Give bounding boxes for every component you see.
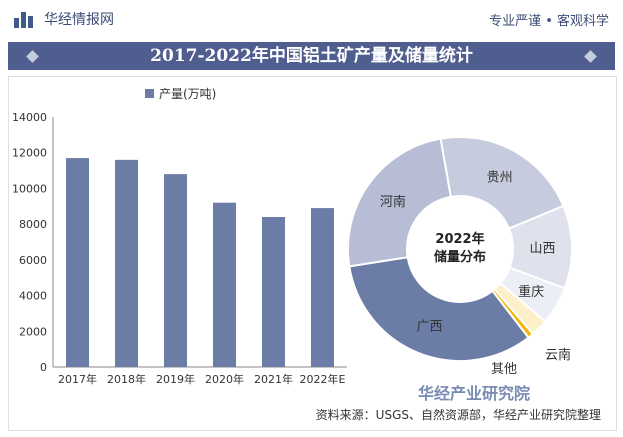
- x-tick-label: 2017年: [58, 372, 97, 386]
- legend-swatch: [145, 89, 154, 98]
- x-tick-label: 2022年E: [300, 372, 346, 386]
- legend-label: 产量(万吨): [159, 87, 216, 101]
- pie-label: 河南: [380, 194, 406, 210]
- bar: [311, 208, 334, 367]
- brand-logo-icon: [14, 10, 36, 28]
- y-tick-label: 2000: [19, 325, 47, 338]
- chart-title: 2017-2022年中国铝土矿产量及储量统计: [150, 46, 473, 66]
- pie-label: 其他: [491, 362, 517, 377]
- x-tick-label: 2020年: [205, 372, 244, 386]
- y-tick-label: 0: [40, 361, 47, 374]
- bar-chart: 产量(万吨) 0 2000 4000 6000 8000 10000 12000 14000 20…: [12, 87, 347, 386]
- x-tick-label: 2018年: [107, 372, 146, 386]
- brand: 华经情报网: [14, 9, 114, 29]
- pie-label: 广西: [417, 320, 443, 335]
- bar: [164, 174, 187, 367]
- pie-label: 重庆: [518, 284, 544, 300]
- tagline: 专业严谨 • 客观科学: [489, 14, 609, 29]
- bar: [262, 217, 285, 367]
- y-tick-label: 12000: [12, 147, 47, 160]
- pie-label: 云南: [545, 347, 571, 363]
- bar: [66, 158, 89, 367]
- pie-center-label: 2022年: [435, 231, 484, 247]
- pie-label: 贵州: [487, 171, 513, 186]
- y-tick-label: 4000: [19, 290, 47, 303]
- pie-slice: [439, 136, 565, 230]
- pie-center-label: 储量分布: [433, 249, 486, 265]
- title-decoration-left-icon: [26, 50, 39, 63]
- chart-canvas: 产量(万吨) 0 2000 4000 6000 8000 10000 12000 14000 20…: [12, 87, 573, 386]
- y-tick-label: 10000: [12, 182, 47, 195]
- x-tick-label: 2019年: [156, 372, 195, 386]
- source-note: 资料来源：USGS、自然资源部，华经产业研究院整理: [315, 408, 601, 422]
- x-tick-label: 2021年: [254, 372, 293, 386]
- chart-title-bar: 2017-2022年中国铝土矿产量及储量统计: [8, 42, 615, 70]
- brand-name: 华经情报网: [44, 12, 114, 28]
- pie-label: 山西: [529, 242, 555, 257]
- bar: [115, 159, 138, 367]
- pie-slice: [347, 137, 452, 268]
- y-tick-label: 6000: [19, 254, 47, 267]
- chart-panel: 产量(万吨) 0 2000 4000 6000 8000 10000 12000 14000 20…: [8, 76, 617, 431]
- pie-slice: [348, 256, 530, 362]
- bar: [213, 202, 236, 367]
- y-tick-label: 8000: [19, 218, 47, 231]
- footer-brand: 华经产业研究院: [418, 384, 531, 403]
- title-decoration-right-icon: [584, 50, 597, 63]
- y-tick-label: 14000: [12, 111, 47, 124]
- top-bar: 华经情报网 专业严谨 • 客观科学: [0, 0, 623, 38]
